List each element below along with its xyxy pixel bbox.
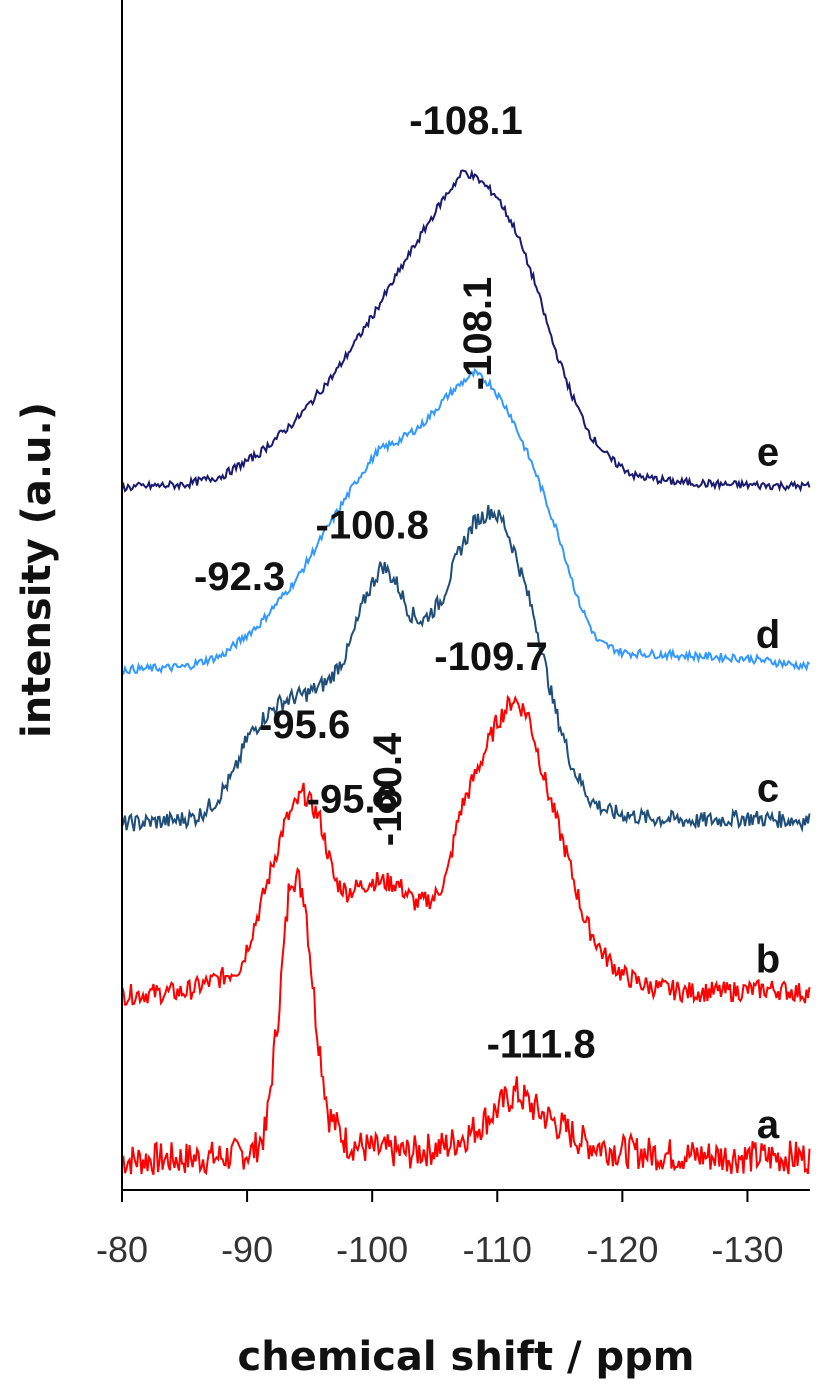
series-line-b xyxy=(121,694,811,1006)
trace-label-d: d xyxy=(756,613,780,657)
series-line-c xyxy=(121,504,811,833)
peak-annotation: -95.6 xyxy=(307,777,398,821)
x-tick-label: -110 xyxy=(463,1229,532,1270)
peak-annotation: -108.1 xyxy=(409,99,522,143)
spectrum-traces xyxy=(121,168,811,1176)
x-tick-label: -120 xyxy=(586,1229,658,1270)
series-line-e xyxy=(121,168,811,493)
x-tick-label: -80 xyxy=(96,1229,148,1270)
peak-annotation: -111.8 xyxy=(487,1022,596,1066)
trace-label-a: a xyxy=(757,1103,780,1147)
series-line-d xyxy=(121,367,811,675)
x-tick-label: -90 xyxy=(221,1229,273,1270)
series-line-a xyxy=(121,866,811,1176)
y-axis-label: intensity (a.u.) xyxy=(14,402,60,738)
peak-annotations: -95.6-111.8-95.6-100.4-109.7-92.3-100.8-… xyxy=(194,99,596,1066)
trace-label-c: c xyxy=(757,767,779,811)
peak-annotation: -108.1 xyxy=(456,277,500,390)
x-axis-ticks: -80 -90 -100 -110 -120 -130 xyxy=(96,1190,783,1270)
x-axis-label: chemical shift / ppm xyxy=(238,1334,695,1380)
peak-annotation: -92.3 xyxy=(194,555,285,599)
x-tick-label: -130 xyxy=(711,1229,783,1270)
trace-labels: a b c d e xyxy=(756,430,780,1147)
peak-annotation: -95.6 xyxy=(259,703,350,747)
peak-annotation: -109.7 xyxy=(434,635,547,679)
peak-annotation: -100.4 xyxy=(366,732,410,846)
peak-annotation: -100.8 xyxy=(315,504,428,548)
x-tick-label: -100 xyxy=(336,1229,408,1270)
trace-label-e: e xyxy=(757,430,779,474)
trace-label-b: b xyxy=(756,938,780,982)
